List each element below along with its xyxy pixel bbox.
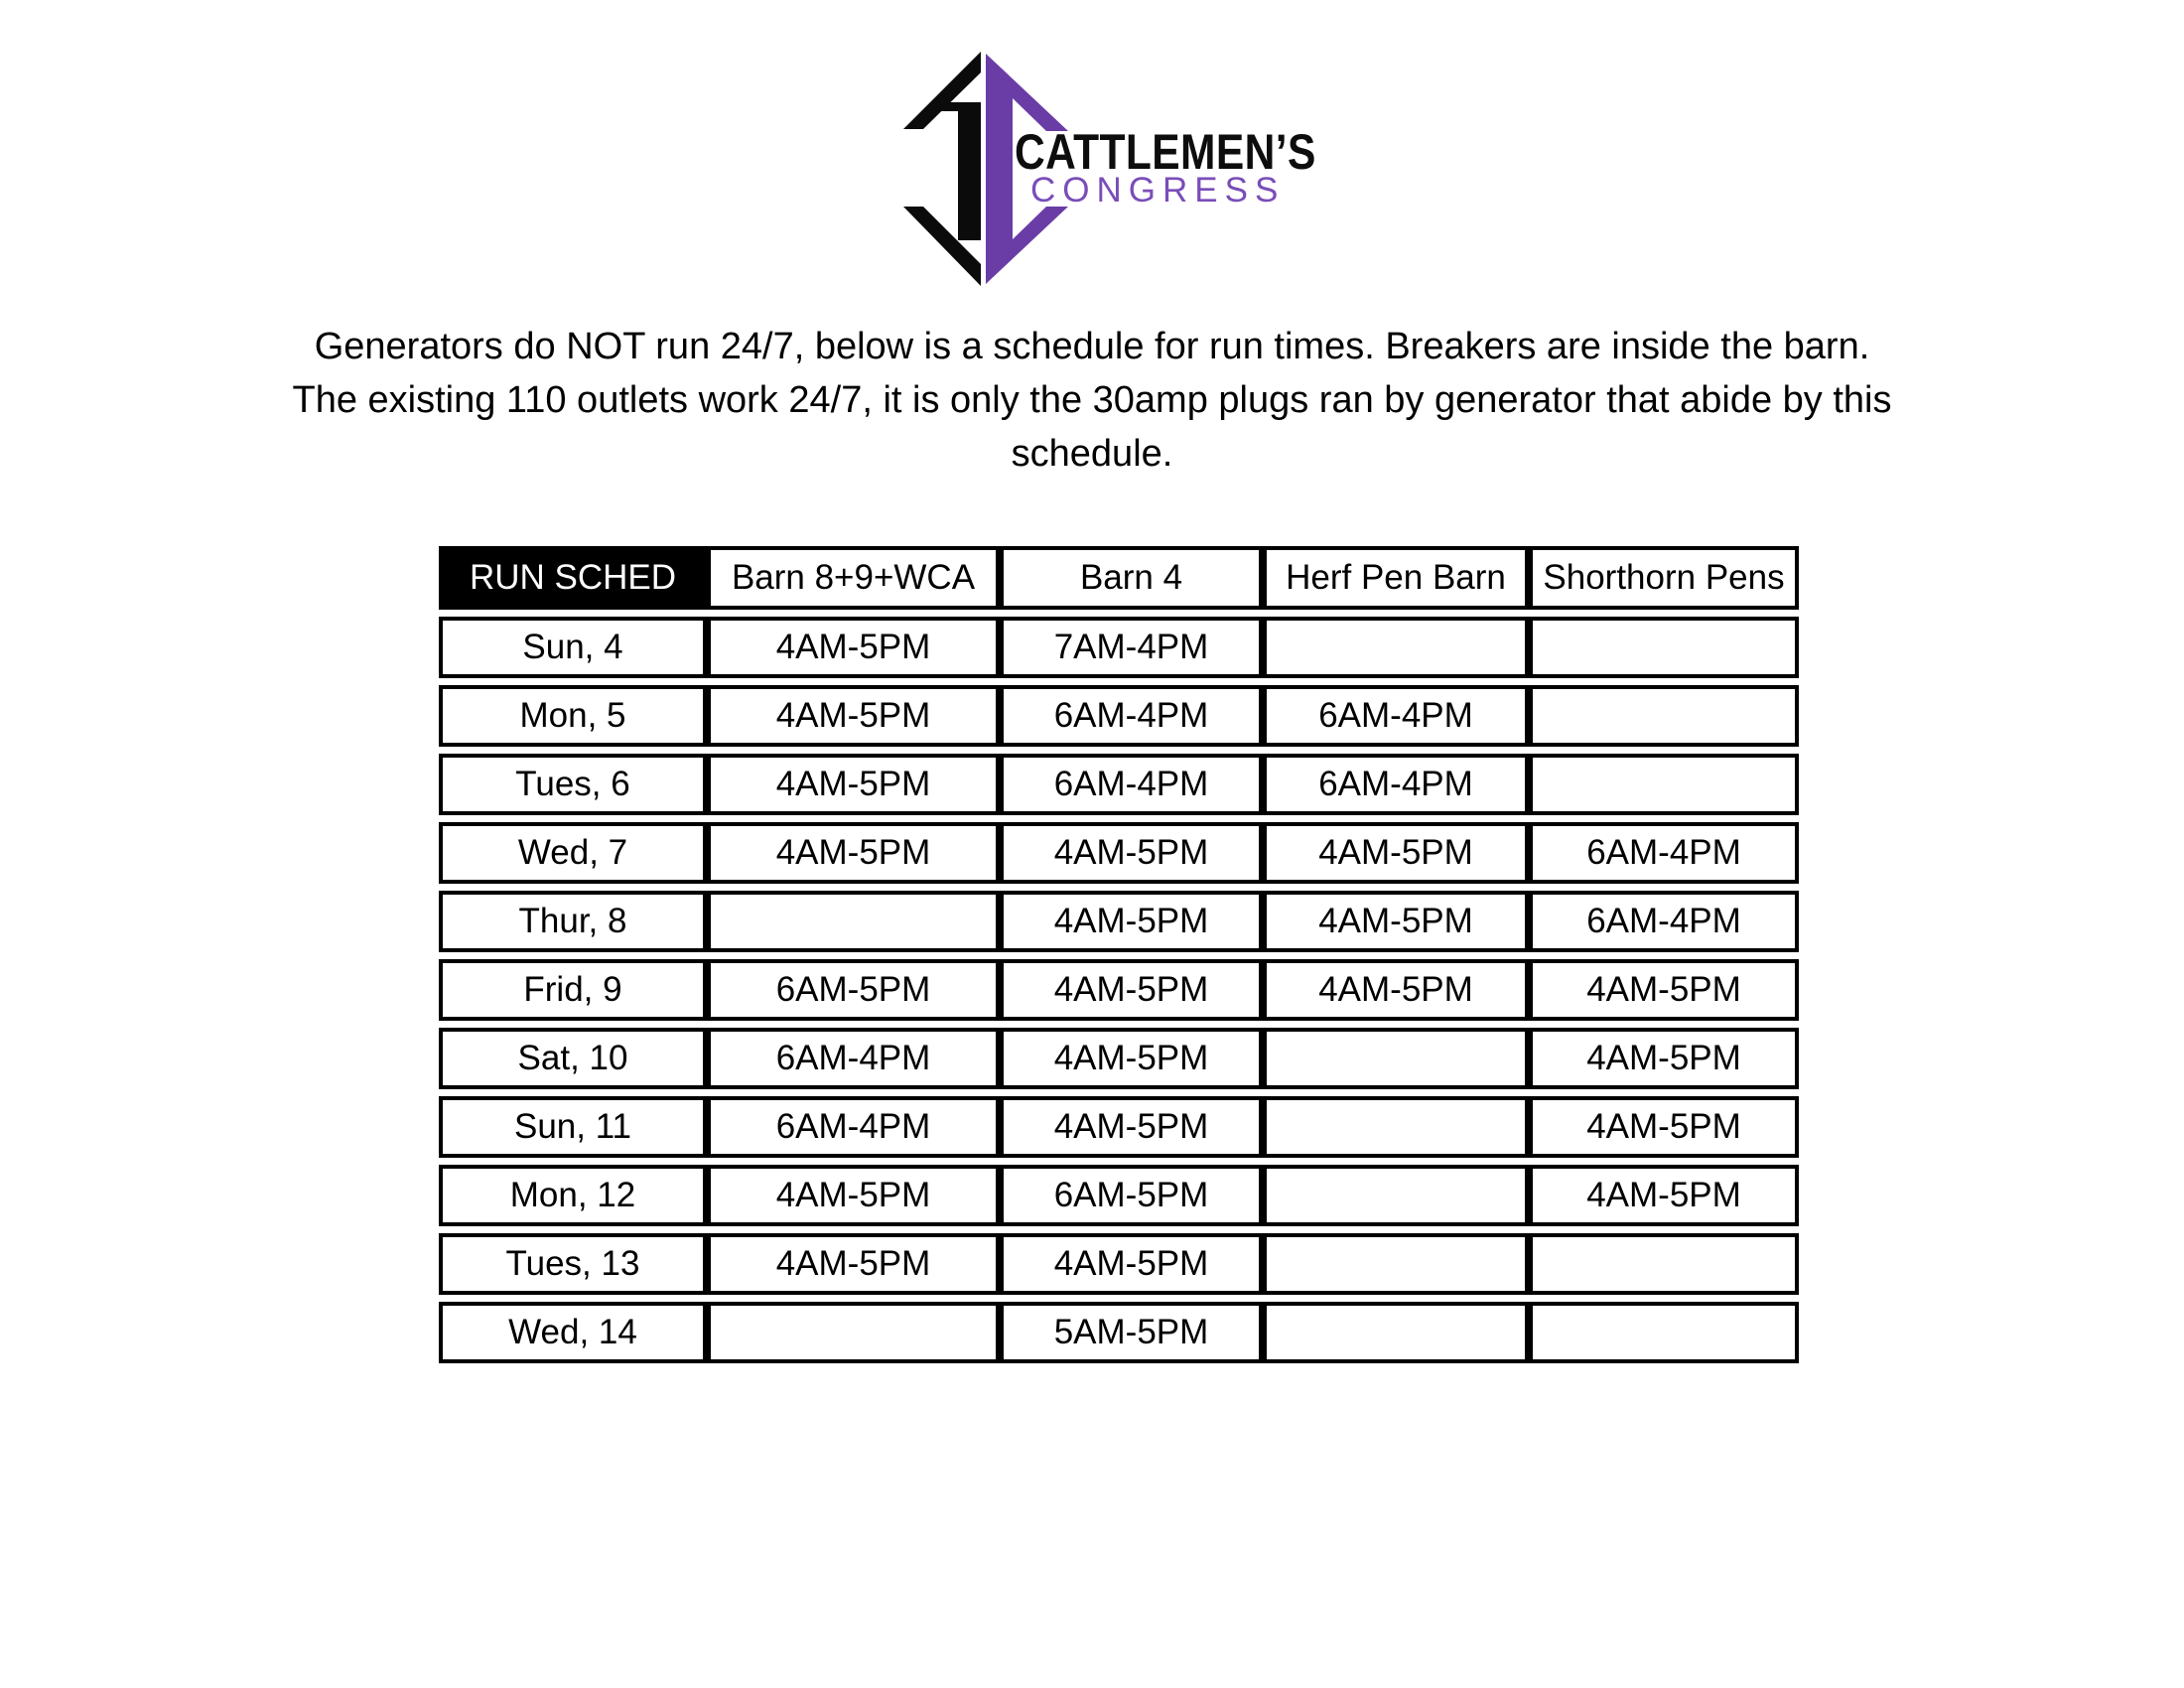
time-cell: 4AM-5PM <box>1529 959 1799 1021</box>
table-row: Sat, 10 6AM-4PM 4AM-5PM 4AM-5PM <box>439 1028 1799 1089</box>
time-cell <box>707 1302 1000 1363</box>
logo-black-bottom-stroke <box>903 207 981 286</box>
time-cell: 4AM-5PM <box>1529 1096 1799 1158</box>
time-cell <box>1263 1165 1529 1226</box>
time-cell: 6AM-4PM <box>1263 685 1529 747</box>
time-cell: 6AM-4PM <box>1529 891 1799 952</box>
header-barn-8-9-wca: Barn 8+9+WCA <box>707 546 1000 610</box>
time-cell: 4AM-5PM <box>1000 1233 1263 1295</box>
table-row: Mon, 12 4AM-5PM 6AM-5PM 4AM-5PM <box>439 1165 1799 1226</box>
time-cell: 4AM-5PM <box>707 754 1000 815</box>
logo-brand-subname: CONGRESS <box>1030 171 1286 210</box>
day-cell: Sun, 11 <box>439 1096 707 1158</box>
day-cell: Tues, 6 <box>439 754 707 815</box>
time-cell: 4AM-5PM <box>1263 822 1529 884</box>
table-row: Frid, 9 6AM-5PM 4AM-5PM 4AM-5PM 4AM-5PM <box>439 959 1799 1021</box>
time-cell <box>1529 617 1799 678</box>
table-row: Wed, 14 5AM-5PM <box>439 1302 1799 1363</box>
time-cell <box>1263 1096 1529 1158</box>
time-cell: 4AM-5PM <box>707 1233 1000 1295</box>
time-cell <box>1529 685 1799 747</box>
time-cell <box>1263 617 1529 678</box>
day-cell: Mon, 5 <box>439 685 707 747</box>
time-cell <box>1529 1302 1799 1363</box>
table-row: Wed, 7 4AM-5PM 4AM-5PM 4AM-5PM 6AM-4PM <box>439 822 1799 884</box>
logo-purple-c <box>986 54 1068 284</box>
header-run-sched: RUN SCHED <box>439 546 707 610</box>
time-cell: 6AM-4PM <box>1263 754 1529 815</box>
time-cell: 6AM-4PM <box>1529 822 1799 884</box>
intro-line-2: The existing 110 outlets work 24/7, it i… <box>292 379 1892 421</box>
intro-line-1: Generators do NOT run 24/7, below is a s… <box>314 326 1870 367</box>
day-cell: Sat, 10 <box>439 1028 707 1089</box>
time-cell <box>1529 1233 1799 1295</box>
time-cell: 4AM-5PM <box>1000 1096 1263 1158</box>
time-cell: 4AM-5PM <box>707 617 1000 678</box>
time-cell: 6AM-4PM <box>707 1096 1000 1158</box>
table-row: Sun, 11 6AM-4PM 4AM-5PM 4AM-5PM <box>439 1096 1799 1158</box>
day-cell: Wed, 14 <box>439 1302 707 1363</box>
logo-brand-name: CATTLEMEN’S <box>1015 124 1316 180</box>
day-cell: Sun, 4 <box>439 617 707 678</box>
time-cell <box>1529 754 1799 815</box>
time-cell <box>1263 1302 1529 1363</box>
logo-black-top-chevron <box>903 52 981 129</box>
table-row: Mon, 5 4AM-5PM 6AM-4PM 6AM-4PM <box>439 685 1799 747</box>
jc-monogram-icon <box>903 52 1068 286</box>
time-cell: 4AM-5PM <box>1000 959 1263 1021</box>
time-cell: 7AM-4PM <box>1000 617 1263 678</box>
time-cell <box>1263 1233 1529 1295</box>
time-cell: 6AM-4PM <box>707 1028 1000 1089</box>
table-header-row: RUN SCHED Barn 8+9+WCA Barn 4 Herf Pen B… <box>439 546 1799 610</box>
table-row: Tues, 13 4AM-5PM 4AM-5PM <box>439 1233 1799 1295</box>
time-cell: 6AM-4PM <box>1000 685 1263 747</box>
day-cell: Frid, 9 <box>439 959 707 1021</box>
time-cell: 4AM-5PM <box>1529 1165 1799 1226</box>
time-cell: 6AM-5PM <box>707 959 1000 1021</box>
time-cell: 6AM-4PM <box>1000 754 1263 815</box>
time-cell: 4AM-5PM <box>1263 891 1529 952</box>
run-schedule-table: RUN SCHED Barn 8+9+WCA Barn 4 Herf Pen B… <box>439 539 1799 1370</box>
time-cell: 5AM-5PM <box>1000 1302 1263 1363</box>
time-cell: 4AM-5PM <box>1000 1028 1263 1089</box>
table-row: Thur, 8 4AM-5PM 4AM-5PM 6AM-4PM <box>439 891 1799 952</box>
time-cell <box>707 891 1000 952</box>
intro-line-3: schedule. <box>1011 433 1173 475</box>
time-cell: 6AM-5PM <box>1000 1165 1263 1226</box>
time-cell: 4AM-5PM <box>707 685 1000 747</box>
day-cell: Wed, 7 <box>439 822 707 884</box>
day-cell: Tues, 13 <box>439 1233 707 1295</box>
header-barn-4: Barn 4 <box>1000 546 1263 610</box>
logo-black-stem <box>933 102 981 240</box>
time-cell: 4AM-5PM <box>707 1165 1000 1226</box>
time-cell <box>1263 1028 1529 1089</box>
header-shorthorn-pens: Shorthorn Pens <box>1529 546 1799 610</box>
table-row: Tues, 6 4AM-5PM 6AM-4PM 6AM-4PM <box>439 754 1799 815</box>
table-row: Sun, 4 4AM-5PM 7AM-4PM <box>439 617 1799 678</box>
header-herf-pen-barn: Herf Pen Barn <box>1263 546 1529 610</box>
time-cell: 4AM-5PM <box>707 822 1000 884</box>
time-cell: 4AM-5PM <box>1529 1028 1799 1089</box>
day-cell: Thur, 8 <box>439 891 707 952</box>
intro-paragraph: Generators do NOT run 24/7, below is a s… <box>0 320 2184 481</box>
time-cell: 4AM-5PM <box>1000 891 1263 952</box>
day-cell: Mon, 12 <box>439 1165 707 1226</box>
time-cell: 4AM-5PM <box>1000 822 1263 884</box>
time-cell: 4AM-5PM <box>1263 959 1529 1021</box>
